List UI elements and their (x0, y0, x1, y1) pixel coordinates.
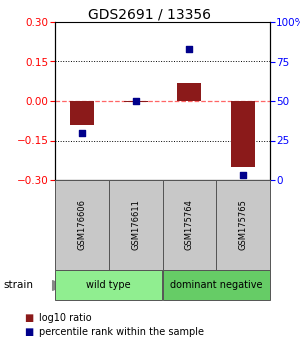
Text: percentile rank within the sample: percentile rank within the sample (39, 327, 204, 337)
Text: GSM176611: GSM176611 (131, 200, 140, 250)
Text: GSM175764: GSM175764 (185, 200, 194, 250)
Point (133, 98, 138, 104)
Bar (124, 101, 148, 102)
Point (241, 172, 245, 178)
Bar (231, 101, 255, 167)
Text: ■: ■ (24, 327, 33, 337)
Bar (70, 101, 94, 125)
Text: GSM175765: GSM175765 (238, 200, 247, 250)
Text: ■: ■ (24, 313, 33, 323)
Text: dominant negative: dominant negative (170, 280, 262, 290)
Text: GDS2691 / 13356: GDS2691 / 13356 (88, 8, 212, 22)
Text: wild type: wild type (86, 280, 131, 290)
Text: GSM176606: GSM176606 (77, 200, 86, 251)
Bar (177, 82, 202, 101)
Text: strain: strain (3, 280, 33, 290)
Point (187, 46, 192, 52)
Text: log10 ratio: log10 ratio (39, 313, 92, 323)
Point (80, 130, 84, 136)
